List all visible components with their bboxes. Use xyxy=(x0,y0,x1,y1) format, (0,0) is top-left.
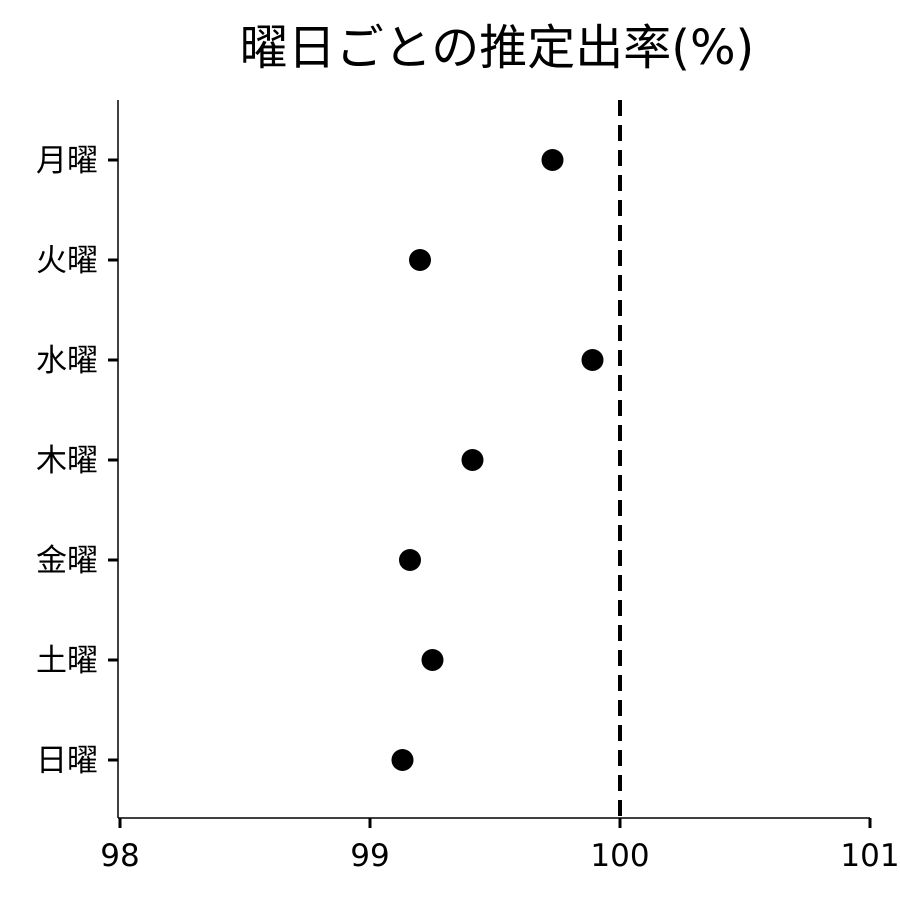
y-tick-label: 土曜 xyxy=(36,643,98,679)
x-tick-label: 98 xyxy=(100,838,139,874)
y-tick-label: 火曜 xyxy=(36,243,98,279)
data-point xyxy=(409,249,431,271)
data-point xyxy=(391,749,414,771)
x-tick-label: 99 xyxy=(350,838,389,874)
data-point xyxy=(399,549,421,571)
y-tick-label: 金曜 xyxy=(36,543,98,579)
data-point xyxy=(461,449,484,471)
x-tick-label: 101 xyxy=(840,838,899,874)
x-tick-label: 100 xyxy=(590,838,649,874)
data-point xyxy=(421,649,444,671)
y-tick-label: 日曜 xyxy=(36,743,98,779)
y-tick-label: 月曜 xyxy=(36,143,98,179)
y-tick-label: 木曜 xyxy=(36,443,98,479)
y-tick-label: 水曜 xyxy=(36,343,98,379)
data-point xyxy=(581,349,604,371)
data-points-group xyxy=(391,149,604,771)
chart-title: 曜日ごとの推定出率(%) xyxy=(240,20,755,76)
data-point xyxy=(541,149,564,171)
